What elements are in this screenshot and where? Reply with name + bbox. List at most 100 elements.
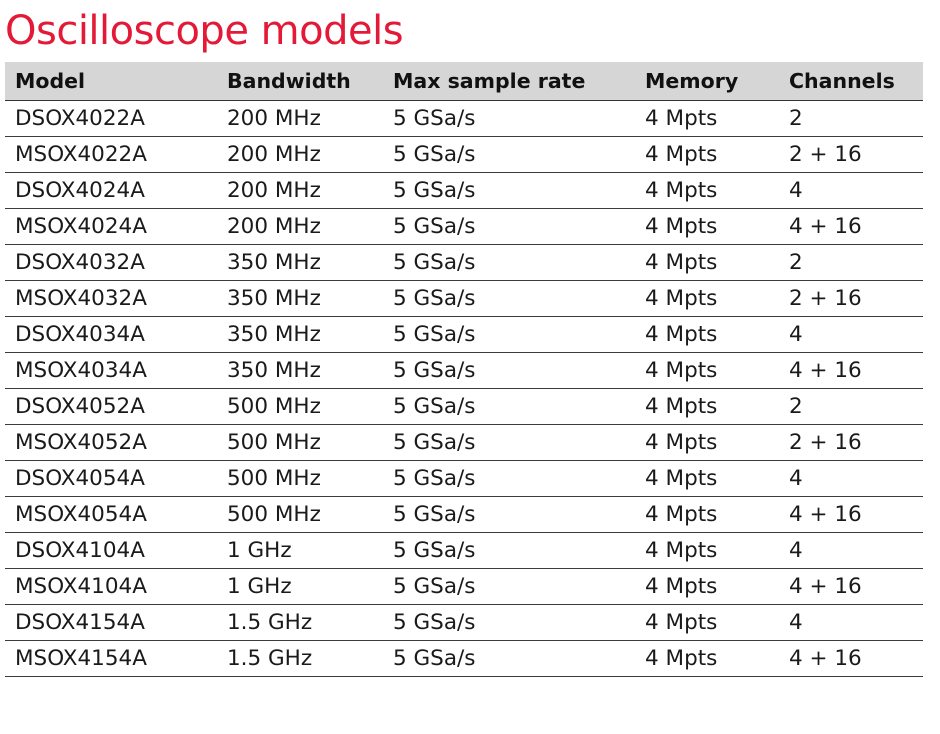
bandwidth-cell: 200 MHz: [217, 172, 383, 209]
channels-cell: 2: [779, 100, 923, 137]
table-row: MSOX4032A 350 MHz 5 GSa/s 4 Mpts 2 + 16: [5, 280, 923, 317]
model-cell: MSOX4022A: [5, 136, 217, 173]
bandwidth-cell: 200 MHz: [217, 208, 383, 245]
bandwidth-cell: 350 MHz: [217, 316, 383, 353]
memory-cell: 4 Mpts: [635, 244, 779, 281]
memory-cell: 4 Mpts: [635, 136, 779, 173]
memory-cell: 4 Mpts: [635, 460, 779, 497]
bandwidth-cell: 200 MHz: [217, 100, 383, 137]
sample-rate-cell: 5 GSa/s: [383, 208, 635, 245]
table-row: DSOX4054A 500 MHz 5 GSa/s 4 Mpts 4: [5, 460, 923, 497]
bandwidth-cell: 1 GHz: [217, 568, 383, 605]
memory-cell: 4 Mpts: [635, 208, 779, 245]
channels-cell: 2 + 16: [779, 280, 923, 317]
memory-cell: 4 Mpts: [635, 172, 779, 209]
bandwidth-cell: 500 MHz: [217, 388, 383, 425]
channels-cell: 2 + 16: [779, 136, 923, 173]
column-header-model: Model: [5, 62, 217, 101]
memory-cell: 4 Mpts: [635, 316, 779, 353]
channels-cell: 4 + 16: [779, 352, 923, 389]
table-row: MSOX4054A 500 MHz 5 GSa/s 4 Mpts 4 + 16: [5, 496, 923, 533]
channels-cell: 2: [779, 244, 923, 281]
table-row: MSOX4022A 200 MHz 5 GSa/s 4 Mpts 2 + 16: [5, 136, 923, 173]
sample-rate-cell: 5 GSa/s: [383, 640, 635, 677]
channels-cell: 4 + 16: [779, 496, 923, 533]
channels-cell: 4: [779, 316, 923, 353]
sample-rate-cell: 5 GSa/s: [383, 136, 635, 173]
channels-cell: 4 + 16: [779, 640, 923, 677]
memory-cell: 4 Mpts: [635, 424, 779, 461]
table-row: DSOX4022A 200 MHz 5 GSa/s 4 Mpts 2: [5, 100, 923, 137]
sample-rate-cell: 5 GSa/s: [383, 532, 635, 569]
channels-cell: 4: [779, 172, 923, 209]
model-cell: DSOX4104A: [5, 532, 217, 569]
model-cell: DSOX4154A: [5, 604, 217, 641]
column-header-max-sample-rate: Max sample rate: [383, 62, 635, 101]
column-header-memory: Memory: [635, 62, 779, 101]
sample-rate-cell: 5 GSa/s: [383, 568, 635, 605]
table-row: DSOX4154A 1.5 GHz 5 GSa/s 4 Mpts 4: [5, 604, 923, 641]
memory-cell: 4 Mpts: [635, 640, 779, 677]
memory-cell: 4 Mpts: [635, 280, 779, 317]
column-header-channels: Channels: [779, 62, 923, 101]
channels-cell: 2: [779, 388, 923, 425]
column-header-bandwidth: Bandwidth: [217, 62, 383, 101]
bandwidth-cell: 1.5 GHz: [217, 604, 383, 641]
table-row: MSOX4104A 1 GHz 5 GSa/s 4 Mpts 4 + 16: [5, 568, 923, 605]
table-row: DSOX4024A 200 MHz 5 GSa/s 4 Mpts 4: [5, 172, 923, 209]
memory-cell: 4 Mpts: [635, 100, 779, 137]
channels-cell: 4 + 16: [779, 208, 923, 245]
model-cell: DSOX4024A: [5, 172, 217, 209]
model-cell: DSOX4052A: [5, 388, 217, 425]
table-row: MSOX4154A 1.5 GHz 5 GSa/s 4 Mpts 4 + 16: [5, 640, 923, 677]
channels-cell: 2 + 16: [779, 424, 923, 461]
model-cell: MSOX4054A: [5, 496, 217, 533]
bandwidth-cell: 350 MHz: [217, 244, 383, 281]
table-row: MSOX4034A 350 MHz 5 GSa/s 4 Mpts 4 + 16: [5, 352, 923, 389]
sample-rate-cell: 5 GSa/s: [383, 604, 635, 641]
bandwidth-cell: 350 MHz: [217, 352, 383, 389]
model-cell: DSOX4054A: [5, 460, 217, 497]
memory-cell: 4 Mpts: [635, 496, 779, 533]
model-cell: MSOX4034A: [5, 352, 217, 389]
memory-cell: 4 Mpts: [635, 388, 779, 425]
bandwidth-cell: 350 MHz: [217, 280, 383, 317]
table-row: MSOX4052A 500 MHz 5 GSa/s 4 Mpts 2 + 16: [5, 424, 923, 461]
memory-cell: 4 Mpts: [635, 568, 779, 605]
sample-rate-cell: 5 GSa/s: [383, 460, 635, 497]
bandwidth-cell: 1.5 GHz: [217, 640, 383, 677]
channels-cell: 4 + 16: [779, 568, 923, 605]
header-row: Model Bandwidth Max sample rate Memory C…: [5, 62, 923, 101]
model-cell: MSOX4052A: [5, 424, 217, 461]
sample-rate-cell: 5 GSa/s: [383, 244, 635, 281]
table-row: DSOX4104A 1 GHz 5 GSa/s 4 Mpts 4: [5, 532, 923, 569]
channels-cell: 4: [779, 460, 923, 497]
model-cell: MSOX4024A: [5, 208, 217, 245]
table-row: DSOX4034A 350 MHz 5 GSa/s 4 Mpts 4: [5, 316, 923, 353]
bandwidth-cell: 500 MHz: [217, 424, 383, 461]
sample-rate-cell: 5 GSa/s: [383, 280, 635, 317]
channels-cell: 4: [779, 532, 923, 569]
bandwidth-cell: 200 MHz: [217, 136, 383, 173]
bandwidth-cell: 500 MHz: [217, 460, 383, 497]
sample-rate-cell: 5 GSa/s: [383, 496, 635, 533]
model-cell: DSOX4022A: [5, 100, 217, 137]
model-cell: MSOX4104A: [5, 568, 217, 605]
page-title: Oscilloscope models: [5, 8, 404, 54]
oscilloscope-models-table: Model Bandwidth Max sample rate Memory C…: [5, 62, 923, 677]
table-row: MSOX4024A 200 MHz 5 GSa/s 4 Mpts 4 + 16: [5, 208, 923, 245]
bandwidth-cell: 1 GHz: [217, 532, 383, 569]
channels-cell: 4: [779, 604, 923, 641]
table-row: DSOX4052A 500 MHz 5 GSa/s 4 Mpts 2: [5, 388, 923, 425]
sample-rate-cell: 5 GSa/s: [383, 352, 635, 389]
memory-cell: 4 Mpts: [635, 352, 779, 389]
table-body: DSOX4022A 200 MHz 5 GSa/s 4 Mpts 2 MSOX4022A 2…: [5, 100, 923, 677]
sample-rate-cell: 5 GSa/s: [383, 100, 635, 137]
bandwidth-cell: 500 MHz: [217, 496, 383, 533]
sample-rate-cell: 5 GSa/s: [383, 316, 635, 353]
memory-cell: 4 Mpts: [635, 604, 779, 641]
sample-rate-cell: 5 GSa/s: [383, 424, 635, 461]
model-cell: MSOX4032A: [5, 280, 217, 317]
table-header: Model Bandwidth Max sample rate Memory C…: [5, 62, 923, 101]
model-cell: DSOX4032A: [5, 244, 217, 281]
